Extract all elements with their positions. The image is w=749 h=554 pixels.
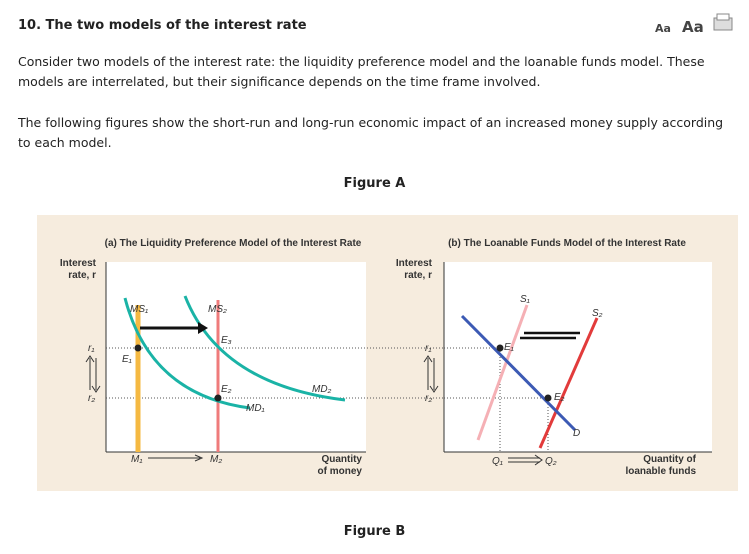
s2-line: [538, 317, 599, 449]
md1-curve: [123, 297, 251, 410]
s2-label: S₂: [592, 308, 603, 319]
paragraph: The following figures show the short-run…: [18, 115, 724, 150]
r1-label: r₁: [425, 343, 431, 354]
demand-line: [460, 314, 577, 432]
x-axis-label: Quantity of: [643, 454, 696, 465]
r2-label: r₂: [88, 393, 95, 404]
ms2-label: MS₂: [208, 304, 227, 315]
y-axis-label: Interest: [60, 258, 97, 269]
d-label: D: [573, 428, 580, 439]
question-title: 10. The two models of the interest rate: [18, 18, 307, 33]
r2-label: r₂: [425, 393, 432, 404]
e2-label: E₂: [221, 384, 232, 395]
panel-b-plot: [444, 262, 712, 452]
m1-label: M₁: [131, 454, 142, 465]
e2-point: [544, 394, 552, 402]
y-axis-label: rate, r: [68, 270, 96, 281]
e1-label: E₁: [504, 342, 514, 353]
m-arrow: [148, 454, 204, 462]
shift-arrows: [520, 331, 580, 340]
md2-curve: [183, 295, 346, 402]
q1-label: Q₁: [492, 456, 503, 467]
shift-arrow-head: [198, 322, 208, 334]
print-icon[interactable]: [713, 13, 733, 31]
x-axis-label: loanable funds: [625, 466, 696, 477]
q2-label: Q₂: [545, 456, 557, 467]
e1-label: E₁: [122, 354, 132, 365]
e1-point: [496, 344, 504, 352]
r1-label: r₁: [88, 343, 94, 354]
md1-label: MD₁: [246, 403, 265, 414]
s1-label: S₁: [520, 294, 530, 305]
panel-a-title: (a) The Liquidity Preference Model of th…: [105, 238, 362, 249]
font-small-button[interactable]: Aa: [655, 22, 671, 35]
y-axis-label: Interest: [396, 258, 433, 269]
e2-label: E₂: [554, 392, 565, 403]
y-axis-label: rate, r: [404, 270, 432, 281]
e2-point: [214, 394, 222, 402]
md2-label: MD₂: [312, 384, 332, 395]
panel-b-title: (b) The Loanable Funds Model of the Inte…: [448, 238, 686, 249]
x-axis-label: Quantity: [321, 454, 362, 465]
figure-caption: Figure B: [343, 524, 406, 539]
figure-caption: Figure A: [343, 176, 406, 191]
rate-arrow: [85, 355, 101, 393]
e3-label: E₃: [221, 335, 232, 346]
s1-line: [476, 304, 529, 441]
q-arrow: [508, 454, 543, 466]
font-large-button[interactable]: Aa: [682, 18, 704, 36]
x-axis-label: of money: [318, 466, 363, 477]
ms1-label: MS₁: [130, 304, 148, 315]
rate-arrow: [423, 355, 439, 393]
panel-a-plot: [106, 262, 366, 452]
e1-point: [134, 344, 142, 352]
paragraph: Consider two models of the interest rate…: [18, 54, 705, 89]
m2-label: M₂: [210, 454, 222, 465]
